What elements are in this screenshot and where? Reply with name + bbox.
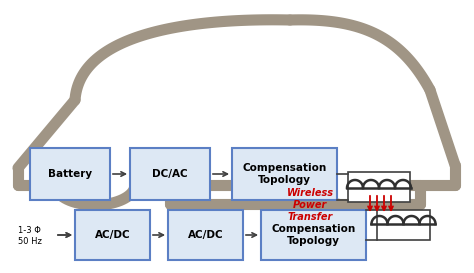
Text: AC/DC: AC/DC xyxy=(95,230,130,240)
Text: Wireless
Power
Transfer: Wireless Power Transfer xyxy=(286,188,334,222)
Bar xyxy=(348,172,410,202)
Bar xyxy=(30,148,110,200)
Bar xyxy=(377,210,430,240)
Text: AC/DC: AC/DC xyxy=(188,230,223,240)
Text: Battery: Battery xyxy=(48,169,92,179)
Bar xyxy=(75,210,150,260)
Text: Compensation
Topology: Compensation Topology xyxy=(272,224,356,246)
Bar xyxy=(232,148,337,200)
Text: Compensation
Topology: Compensation Topology xyxy=(242,163,327,185)
Bar xyxy=(168,210,243,260)
Text: DC/AC: DC/AC xyxy=(152,169,188,179)
Text: 1-3 Φ
50 Hz: 1-3 Φ 50 Hz xyxy=(18,226,42,246)
Bar xyxy=(261,210,366,260)
Bar xyxy=(130,148,210,200)
